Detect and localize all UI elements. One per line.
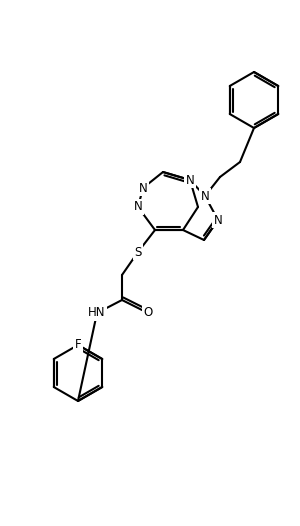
Text: F: F	[75, 339, 81, 351]
Text: N: N	[214, 214, 222, 227]
Text: O: O	[143, 307, 153, 319]
Text: S: S	[134, 246, 142, 258]
Text: N: N	[201, 189, 209, 203]
Text: N: N	[134, 200, 142, 214]
Text: HN: HN	[88, 307, 106, 319]
Text: N: N	[186, 174, 194, 187]
Text: N: N	[139, 181, 147, 195]
